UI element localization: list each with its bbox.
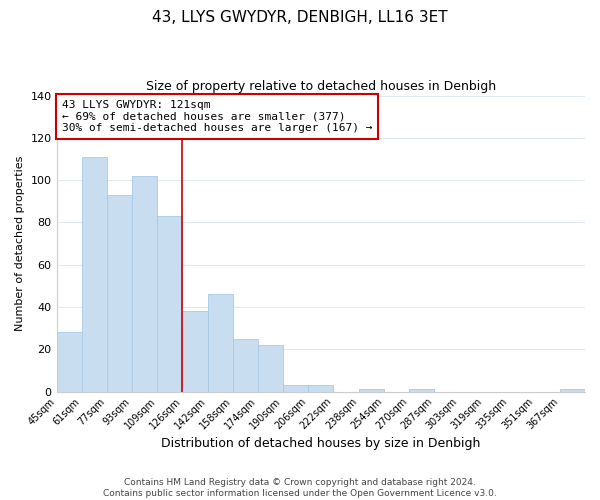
Text: 43, LLYS GWYDYR, DENBIGH, LL16 3ET: 43, LLYS GWYDYR, DENBIGH, LL16 3ET	[152, 10, 448, 25]
Bar	[560, 390, 585, 392]
Bar	[157, 216, 182, 392]
Bar	[132, 176, 157, 392]
Text: 43 LLYS GWYDYR: 121sqm
← 69% of detached houses are smaller (377)
30% of semi-de: 43 LLYS GWYDYR: 121sqm ← 69% of detached…	[62, 100, 373, 133]
Bar	[107, 195, 132, 392]
Bar	[208, 294, 233, 392]
Y-axis label: Number of detached properties: Number of detached properties	[15, 156, 25, 332]
Title: Size of property relative to detached houses in Denbigh: Size of property relative to detached ho…	[146, 80, 496, 93]
Bar	[409, 390, 434, 392]
Bar	[56, 332, 82, 392]
Bar	[233, 338, 258, 392]
Bar	[258, 345, 283, 392]
Bar	[359, 390, 383, 392]
Bar	[283, 385, 308, 392]
X-axis label: Distribution of detached houses by size in Denbigh: Distribution of detached houses by size …	[161, 437, 481, 450]
Text: Contains HM Land Registry data © Crown copyright and database right 2024.
Contai: Contains HM Land Registry data © Crown c…	[103, 478, 497, 498]
Bar	[308, 385, 334, 392]
Bar	[82, 157, 107, 392]
Bar	[182, 311, 208, 392]
